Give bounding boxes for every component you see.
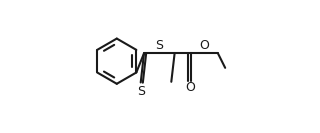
- Text: O: O: [200, 39, 210, 52]
- Text: O: O: [186, 81, 196, 94]
- Text: S: S: [155, 39, 163, 52]
- Text: S: S: [137, 85, 145, 98]
